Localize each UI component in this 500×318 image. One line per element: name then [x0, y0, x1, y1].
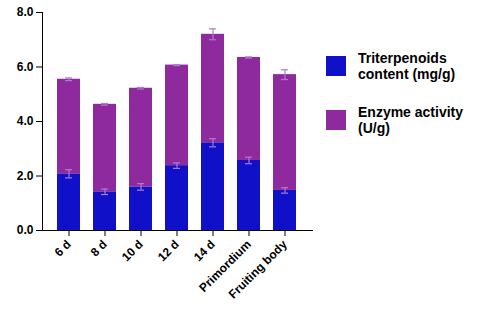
svg-text:0.0: 0.0 — [17, 223, 34, 237]
svg-text:2.0: 2.0 — [17, 169, 34, 183]
svg-text:14 d: 14 d — [191, 237, 218, 264]
svg-text:4.0: 4.0 — [17, 114, 34, 128]
html-text:Triterpenoids content (mg/g): Triterpenoids content (mg/g) — [358, 50, 456, 82]
svg-text:Fruiting body: Fruiting body — [226, 237, 290, 301]
svg-text:8 d: 8 d — [88, 237, 110, 259]
svg-text:6 d: 6 d — [52, 237, 74, 259]
html-text:Enzyme activity (U/g): Enzyme activity (U/g) — [358, 104, 464, 136]
svg-text:8.0: 8.0 — [17, 5, 34, 19]
svg-text:12 d: 12 d — [155, 237, 182, 264]
svg-text:Primordium: Primordium — [196, 237, 254, 295]
svg-text:6.0: 6.0 — [17, 60, 34, 74]
svg-text:10 d: 10 d — [119, 237, 146, 264]
